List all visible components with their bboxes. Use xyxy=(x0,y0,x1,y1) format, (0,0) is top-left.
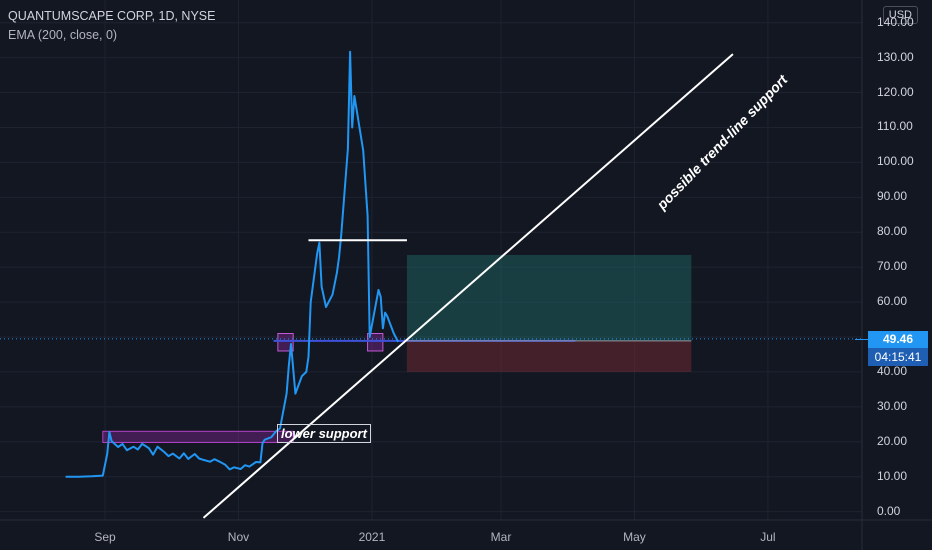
price-tick-label: 140.00 xyxy=(877,14,914,29)
price-tick-label: 40.00 xyxy=(877,363,908,378)
profit-target-zone[interactable] xyxy=(406,254,692,341)
trend-line[interactable] xyxy=(202,53,734,519)
bar-countdown: 04:15:41 xyxy=(868,348,928,366)
breakout-box[interactable] xyxy=(367,333,384,352)
time-tick-label: Mar xyxy=(490,530,512,544)
last-price-badge: 49.46 xyxy=(868,331,928,348)
time-tick-label: May xyxy=(623,530,646,544)
stop-loss-zone[interactable] xyxy=(406,340,692,372)
price-tick-label: 60.00 xyxy=(877,294,908,309)
price-tick-label: 100.00 xyxy=(877,154,914,169)
time-tick-label: Sep xyxy=(94,530,116,544)
indicator-label[interactable]: EMA (200, close, 0) xyxy=(8,28,118,42)
price-tick-label: 130.00 xyxy=(877,49,914,64)
symbol-title[interactable]: QUANTUMSCAPE CORP, 1D, NYSE xyxy=(8,9,216,23)
series-layer xyxy=(65,50,400,478)
time-tick-label: Jul xyxy=(760,530,776,544)
currency-button[interactable]: USD xyxy=(882,6,918,24)
overlay-layer xyxy=(0,53,862,519)
price-tick-label: 90.00 xyxy=(877,189,908,204)
time-tick-label: Nov xyxy=(227,530,250,544)
price-tick-label: 0.00 xyxy=(877,503,901,518)
price-tick-label: 80.00 xyxy=(877,224,908,239)
lower-support-label[interactable]: lower support xyxy=(277,424,371,443)
price-tick-label: 110.00 xyxy=(877,119,913,134)
time-tick-label: 2021 xyxy=(358,530,386,544)
price-tick-label: 120.00 xyxy=(877,84,914,99)
breakout-box[interactable] xyxy=(277,333,294,352)
price-tick-label: 30.00 xyxy=(877,398,908,413)
price-line-series[interactable] xyxy=(65,50,400,478)
price-badge-connector xyxy=(855,339,868,340)
price-tick-label: 20.00 xyxy=(877,433,908,448)
price-tick-label: 70.00 xyxy=(877,259,908,274)
lower-support-zone[interactable] xyxy=(102,430,294,443)
price-tick-label: 10.00 xyxy=(877,468,908,483)
